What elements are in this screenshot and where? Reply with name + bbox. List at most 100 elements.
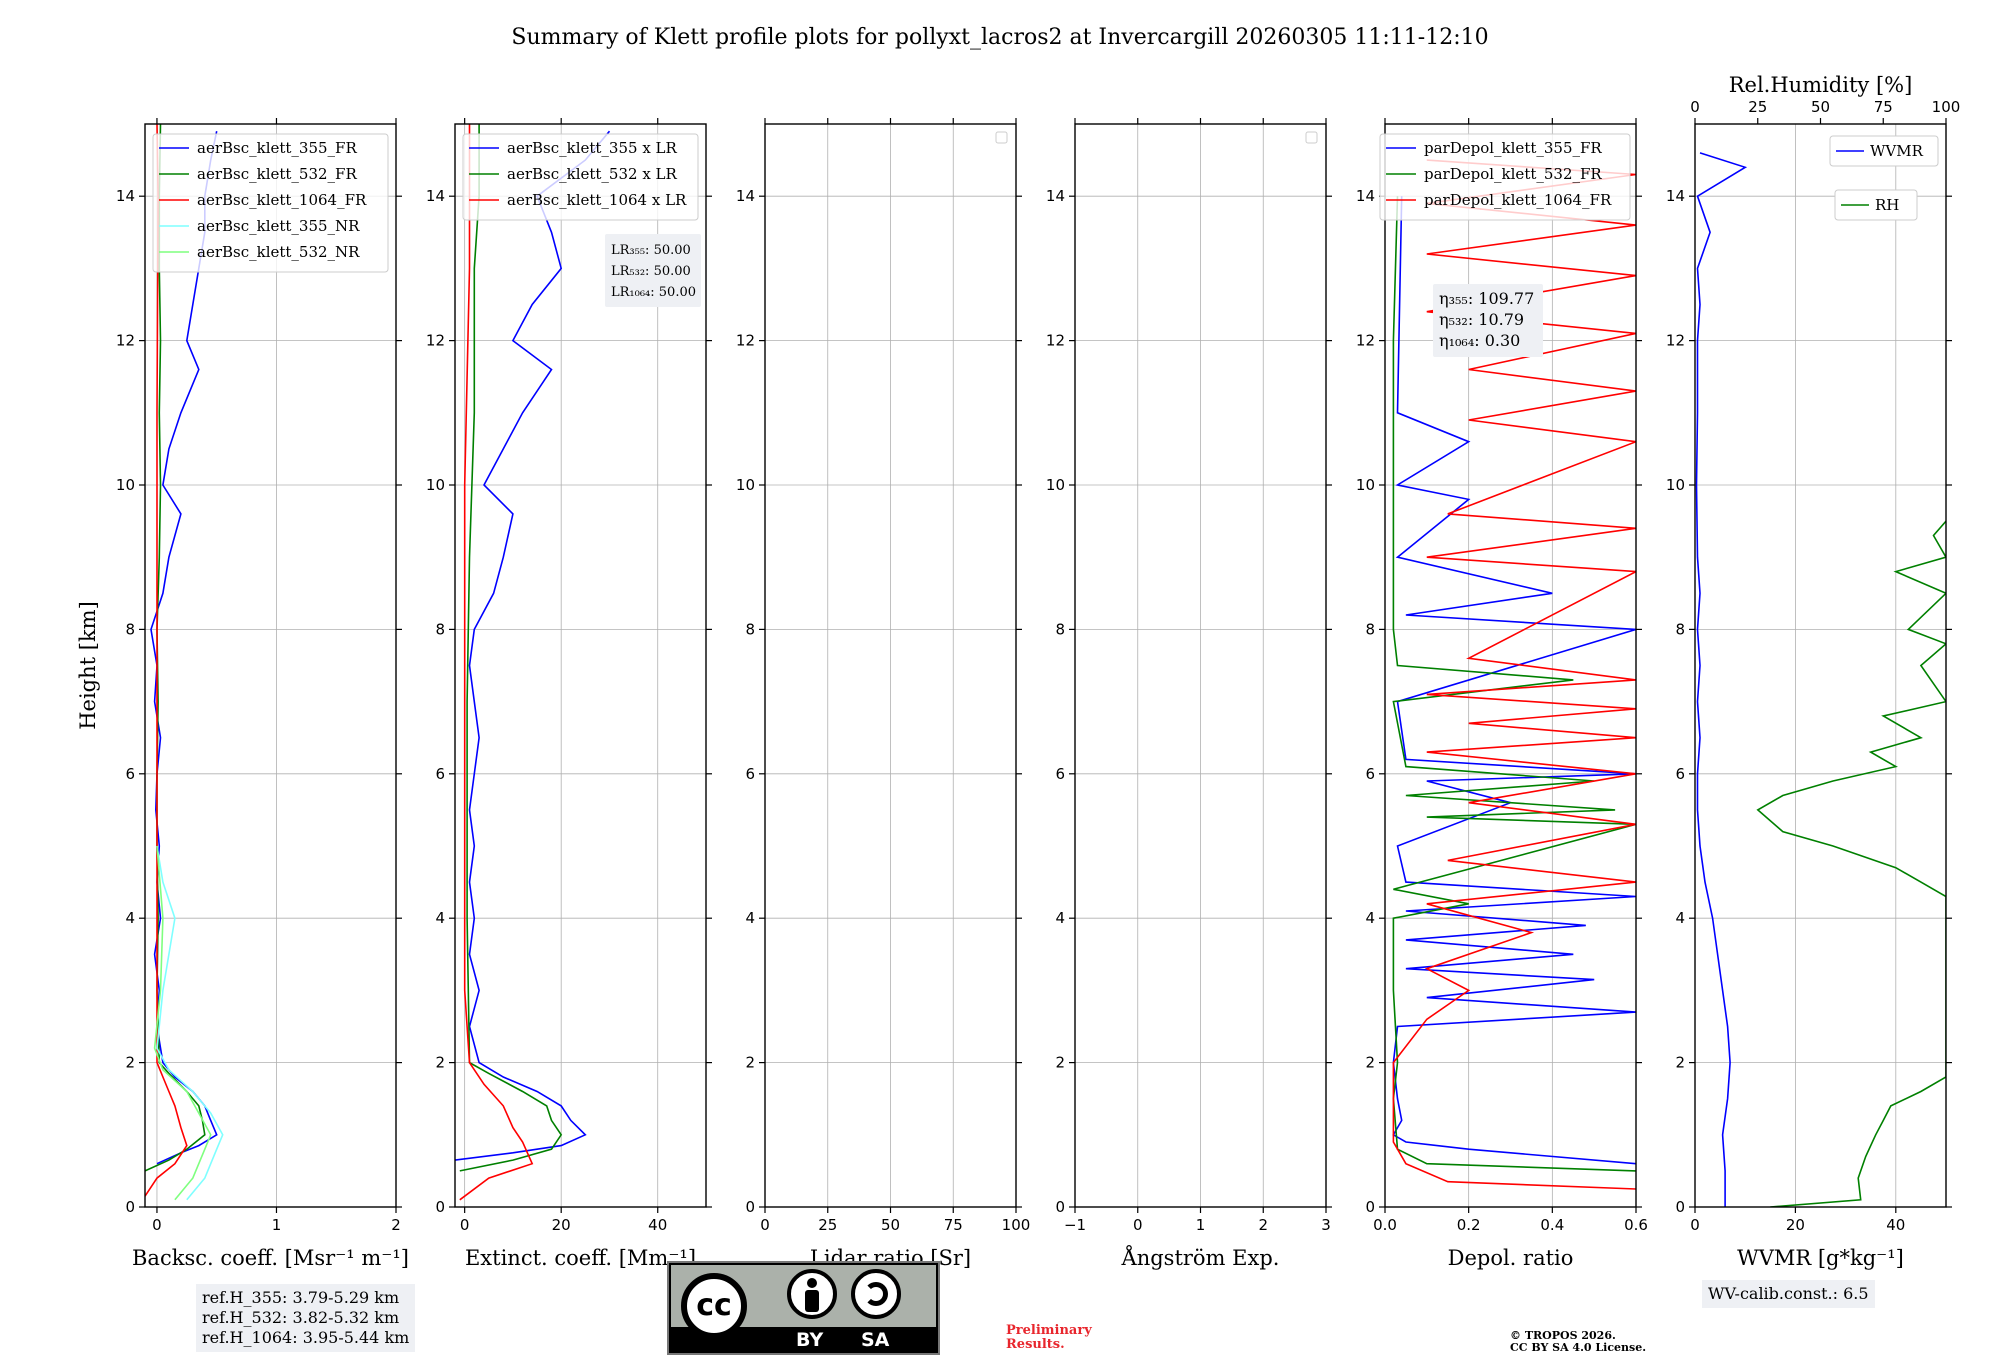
cc-by-sa-badge: cc BY SA [667, 1261, 940, 1355]
info-line: η₅₃₂: 10.79 [1439, 310, 1524, 329]
copyright-line-2: CC BY SA 4.0 License. [1510, 1341, 1647, 1354]
x-tick-label: 0 [760, 1216, 770, 1234]
y-tick-label: 4 [435, 909, 445, 927]
by-person-icon [787, 1269, 837, 1319]
legend-label: aerBsc_klett_1064_FR [197, 191, 367, 209]
y-axis-label: Height [km] [76, 601, 100, 730]
series-line-parDepol_klett_532_FR [1392, 196, 1636, 1172]
series-line-aerBsc_klett_1064_FR [145, 124, 188, 1197]
x-tick-label: 20 [552, 1216, 571, 1234]
x-tick-label: −1 [1064, 1216, 1086, 1234]
y-tick-label: 14 [116, 187, 135, 205]
x-tick-label: 100 [1002, 1216, 1031, 1234]
series-line-RH [1756, 520, 1946, 1207]
legend-label: RH [1875, 196, 1899, 214]
legend-label: parDepol_klett_532_FR [1424, 165, 1602, 183]
legend-label: aerBsc_klett_532_FR [197, 165, 357, 183]
y-tick-label: 0 [1365, 1198, 1375, 1216]
y-tick-label: 12 [1046, 332, 1065, 350]
x-axis-label: Ångström Exp. [1121, 1245, 1280, 1270]
y-tick-label: 6 [745, 765, 755, 783]
info-line: η₁₀₆₄: 0.30 [1439, 331, 1520, 350]
y-tick-label: 14 [1356, 187, 1375, 205]
y-tick-label: 14 [426, 187, 445, 205]
y-tick-label: 8 [1675, 620, 1685, 638]
panel-wv: 0 2 4 6 8 10 12 14 0 20 40 0 25 50 75 100 Rel.Humidity [… [1666, 73, 1960, 1270]
legend-box [462, 133, 699, 221]
series-line-parDepol_klett_355_FR [1392, 196, 1636, 1165]
y-tick-label: 12 [1356, 332, 1375, 350]
x-tick-label: 75 [944, 1216, 963, 1234]
y-tick-label: 8 [125, 620, 135, 638]
y-tick-label: 0 [1055, 1198, 1065, 1216]
x-tick-label: 3 [1321, 1216, 1331, 1234]
y-tick-label: 6 [1365, 765, 1375, 783]
top-x-tick-label: 75 [1874, 98, 1893, 116]
x-tick-label: 0.2 [1457, 1216, 1481, 1234]
y-tick-label: 12 [1666, 332, 1685, 350]
y-tick-label: 8 [1365, 620, 1375, 638]
info-line: η₃₅₅: 109.77 [1439, 289, 1534, 308]
axes-frame [454, 123, 707, 1208]
y-tick-label: 14 [1666, 187, 1685, 205]
axes-frame [1074, 123, 1327, 1208]
legend-label: parDepol_klett_355_FR [1424, 139, 1602, 157]
legend-label: aerBsc_klett_532_NR [197, 243, 360, 261]
series-line-aerBsc_klett_532_NR [153, 845, 212, 1201]
figure-title: Summary of Klett profile plots for polly… [511, 25, 1488, 50]
panel-depol: 0 2 4 6 8 10 12 14 0.0 0.2 0.4 0.6 Depol. ratio parDe… [1356, 118, 1648, 1270]
series-line-WVMR [1695, 152, 1748, 1207]
y-tick-label: 10 [1356, 476, 1375, 494]
y-tick-label: 2 [125, 1054, 135, 1072]
legend-box [1834, 189, 1918, 221]
y-tick-label: 0 [1675, 1198, 1685, 1216]
axes-frame [764, 123, 1017, 1208]
y-tick-label: 6 [1675, 765, 1685, 783]
legend-label: WVMR [1870, 142, 1924, 160]
y-tick-label: 10 [116, 476, 135, 494]
x-tick-label: 0.4 [1540, 1216, 1564, 1234]
top-x-tick-label: 100 [1932, 98, 1961, 116]
legend-label: parDepol_klett_1064_FR [1424, 191, 1612, 209]
y-tick-label: 14 [1046, 187, 1065, 205]
legend-label: aerBsc_klett_355 x LR [507, 139, 678, 157]
info-line: LR₃₅₅: 50.00 [611, 243, 691, 258]
x-tick-label: 2 [1258, 1216, 1268, 1234]
y-tick-label: 2 [1675, 1054, 1685, 1072]
x-tick-label: 25 [818, 1216, 837, 1234]
info-box [1433, 284, 1543, 357]
y-tick-label: 10 [736, 476, 755, 494]
series-line-aerBsc_klett_355_NR [156, 845, 224, 1201]
x-tick-label: 0 [1133, 1216, 1143, 1234]
series-line-aerBsc_klett_532 x LR [459, 124, 563, 1172]
cc-by-label: BY [796, 1329, 824, 1351]
y-tick-label: 4 [1365, 909, 1375, 927]
y-tick-label: 10 [1046, 476, 1065, 494]
y-tick-label: 4 [125, 909, 135, 927]
y-tick-label: 8 [435, 620, 445, 638]
x-tick-label: 0.6 [1624, 1216, 1648, 1234]
x-tick-label: 1 [1196, 1216, 1206, 1234]
x-axis-label: WVMR [g*kg⁻¹] [1737, 1246, 1904, 1270]
legend-box [152, 133, 389, 273]
y-tick-label: 6 [435, 765, 445, 783]
y-tick-label: 2 [435, 1054, 445, 1072]
y-tick-label: 0 [435, 1198, 445, 1216]
series-line-aerBsc_klett_1064 x LR [459, 124, 534, 1201]
ref-height-info: ref.H_355: 3.79-5.29 km ref.H_532: 3.82-… [196, 1284, 416, 1352]
y-tick-label: 8 [1055, 620, 1065, 638]
y-tick-label: 8 [745, 620, 755, 638]
top-x-tick-label: 50 [1811, 98, 1830, 116]
y-tick-label: 2 [1055, 1054, 1065, 1072]
x-tick-label: 40 [1886, 1216, 1905, 1234]
axes-frame [1694, 123, 1947, 1208]
x-tick-label: 0.0 [1373, 1216, 1397, 1234]
y-tick-label: 10 [1666, 476, 1685, 494]
info-line: LR₅₃₂: 50.00 [611, 264, 691, 279]
legend-label: aerBsc_klett_355_NR [197, 217, 360, 235]
x-tick-label: 0 [152, 1216, 162, 1234]
legend-box [1379, 133, 1631, 221]
